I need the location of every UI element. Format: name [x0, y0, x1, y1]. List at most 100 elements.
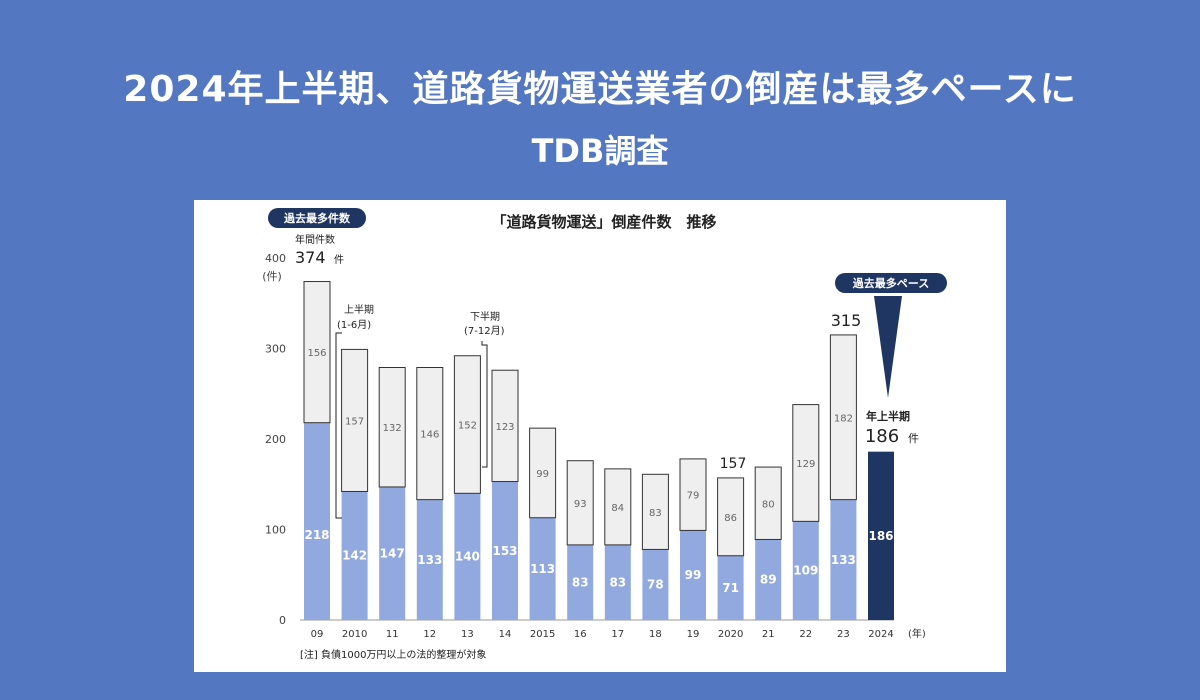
x-tick-label: 2024: [868, 629, 893, 640]
x-tick-label: 17: [611, 629, 624, 640]
bar-first-half-label: 109: [793, 564, 818, 578]
total-2023-label: 315: [831, 311, 862, 330]
x-tick-label: 23: [837, 629, 850, 640]
y-tick-label: 300: [265, 343, 286, 356]
record-pace-badge-label: 過去最多ペース: [852, 276, 929, 290]
bars: 218 156 142 157 147 132 133 146 140 152 153 123 113 9…: [303, 281, 894, 620]
max-value-374: 374: [295, 248, 326, 267]
x-tick-label: 22: [799, 629, 812, 640]
y-tick-label: 0: [279, 614, 286, 627]
bar-first-half: [830, 499, 857, 620]
bar-second-half: [604, 468, 632, 546]
bar-first-half-label: 78: [647, 578, 664, 592]
bar-second-half-label: 182: [834, 413, 853, 424]
footnote: [注] 負債1000万円以上の法的整理が対象: [300, 648, 486, 661]
bar-first-half-label: 113: [530, 562, 555, 576]
bar-second-half: [303, 281, 331, 424]
bar-first-half-label: 142: [342, 549, 367, 563]
bar-first-half-label: 186: [868, 529, 893, 543]
bar-second-half: [829, 334, 857, 501]
bar-second-half: [566, 460, 594, 546]
bar-first-half: [454, 493, 481, 620]
x-tick-label: 2010: [342, 629, 367, 640]
bar-first-half-label: 99: [685, 568, 702, 582]
x-tick-label: 12: [423, 629, 436, 640]
h1-2024-value: 186: [865, 426, 899, 447]
bar-first-half: [604, 544, 631, 620]
max-count-badge: 過去最多件数: [268, 208, 366, 228]
chart-panel: 「道路貨物運送」倒産件数 推移 (件) (年) 0 100 200 300 400 21…: [194, 200, 1006, 672]
bar-second-half: [341, 348, 369, 492]
h1-2024-label: 年上半期: [866, 409, 910, 423]
x-tick-label: 21: [762, 629, 775, 640]
bar-second-half: [792, 404, 820, 522]
annual-count-label: 年間件数: [295, 233, 335, 246]
x-tick-label: 2020: [718, 629, 743, 640]
pace-pointer-triangle: [874, 296, 902, 398]
bar-second-half-label: 86: [724, 513, 737, 524]
first-half-label: 上半期: [344, 303, 374, 316]
bar-second-half: [679, 458, 707, 531]
x-tick-label: 2015: [530, 629, 555, 640]
max-count-badge-label: 過去最多件数: [283, 211, 351, 225]
bar-first-half: [868, 451, 894, 620]
second-half-label: 下半期: [470, 310, 500, 323]
bar-second-half-label: 80: [762, 499, 775, 510]
x-tick-label: 16: [574, 629, 587, 640]
y-ticks: 0 100 200 300 400: [265, 252, 286, 627]
bar-second-half-label: 152: [458, 421, 477, 432]
bar-second-half: [717, 477, 745, 557]
bar-first-half: [304, 422, 330, 620]
x-tick-label: 18: [649, 629, 662, 640]
bar-first-half: [529, 517, 556, 620]
bar-first-half-label: 83: [609, 575, 626, 589]
x-unit-label: (年): [908, 627, 926, 640]
x-tick-label: 11: [386, 629, 399, 640]
bar-first-half-label: 133: [831, 553, 856, 567]
bar-first-half: [717, 555, 744, 620]
bar-second-half-label: 132: [383, 423, 402, 434]
total-2020-label: 157: [720, 456, 747, 472]
bar-second-half-label: 146: [420, 430, 439, 441]
bar-first-half-label: 89: [760, 573, 777, 587]
bar-second-half-label: 123: [495, 422, 514, 433]
y-tick-label: 100: [265, 524, 286, 537]
bar-second-half: [378, 367, 406, 488]
y-tick-label: 200: [265, 433, 286, 446]
x-tick-label: 14: [499, 629, 512, 640]
bar-first-half: [755, 539, 782, 620]
bar-first-half: [379, 486, 406, 620]
h1-2024-unit: 件: [908, 432, 919, 445]
bar-first-half: [567, 544, 594, 620]
bar-second-half-label: 99: [536, 469, 549, 480]
second-half-bracket: [481, 341, 488, 468]
bar-second-half-label: 79: [687, 491, 700, 502]
bar-second-half-label: 84: [611, 503, 624, 514]
bar-second-half-label: 83: [649, 508, 662, 519]
bar-first-half-label: 71: [722, 581, 739, 595]
bankruptcy-bar-chart: 「道路貨物運送」倒産件数 推移 (件) (年) 0 100 200 300 400 21…: [262, 208, 947, 661]
bar-first-half-label: 140: [455, 550, 480, 564]
bar-first-half: [792, 521, 819, 620]
bar-first-half-label: 147: [380, 546, 405, 560]
bar-first-half: [416, 499, 443, 620]
x-tick-label: 09: [311, 629, 324, 640]
bar-second-half-label: 93: [574, 499, 587, 510]
bar-second-half-label: 157: [345, 416, 364, 427]
bar-first-half-label: 218: [304, 528, 329, 542]
bar-first-half: [680, 530, 706, 620]
bar-first-half: [341, 491, 368, 620]
bar-first-half: [642, 549, 669, 620]
bar-first-half-label: 83: [572, 575, 589, 589]
bar-second-half-label: 156: [307, 348, 326, 359]
headline-title: 2024年上半期、道路貨物運送業者の倒産は最多ペースに: [123, 69, 1077, 110]
bar-second-half: [529, 427, 557, 519]
chart-title: 「道路貨物運送」倒産件数 推移: [491, 213, 716, 231]
headline-subtitle: TDB調査: [531, 132, 669, 170]
bar-first-half-label: 153: [492, 544, 517, 558]
first-half-bracket: [335, 332, 342, 519]
bar-second-half: [416, 367, 444, 501]
first-half-range: (1-6月): [337, 319, 371, 331]
bar-second-half: [491, 369, 519, 483]
max-value-unit: 件: [334, 254, 344, 266]
